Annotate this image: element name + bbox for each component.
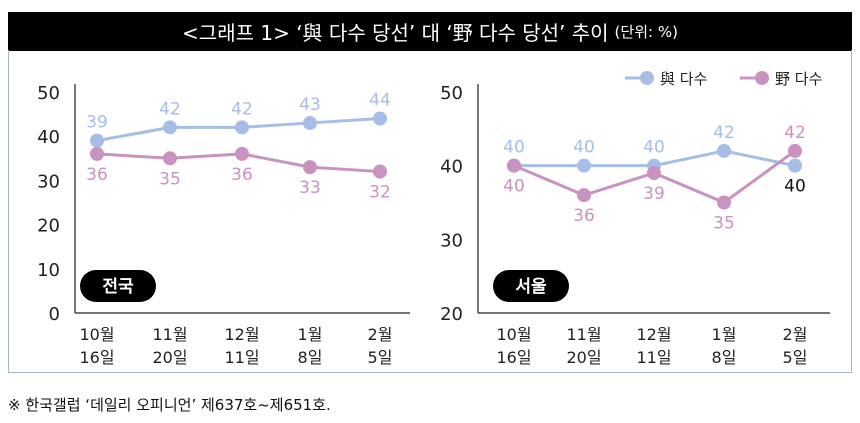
y-tick-label: 30: [440, 230, 463, 251]
data-label: 43: [299, 95, 321, 115]
data-point: [717, 143, 731, 158]
data-point: [303, 115, 317, 130]
data-point: [373, 111, 387, 126]
x-tick-label: 5일: [368, 348, 393, 367]
x-tick-label: 10월: [79, 325, 114, 344]
data-label: 40: [503, 138, 525, 158]
x-tick-label: 10월: [496, 325, 531, 344]
data-label: 36: [231, 165, 253, 185]
data-label: 42: [713, 123, 735, 143]
data-label: 36: [573, 206, 595, 226]
x-tick-label: 1월: [712, 325, 737, 344]
data-label: 40: [643, 138, 665, 158]
y-tick-label: 10: [37, 260, 60, 281]
data-point: [788, 143, 802, 158]
x-tick-label: 20일: [566, 348, 601, 367]
data-point: [788, 158, 802, 173]
data-label: 40: [784, 177, 806, 197]
x-tick-label: 11일: [636, 348, 671, 367]
data-point: [577, 188, 591, 203]
legend-marker: [640, 71, 654, 85]
x-tick-label: 8일: [712, 348, 737, 367]
x-tick-label: 8일: [298, 348, 323, 367]
x-tick-label: 20일: [152, 348, 187, 367]
region-badge-label: 전국: [102, 277, 134, 297]
title-unit: (단위: %): [614, 23, 678, 41]
data-point: [163, 151, 177, 166]
data-point: [577, 158, 591, 173]
data-point: [717, 195, 731, 210]
data-point: [303, 160, 317, 175]
y-tick-label: 20: [440, 304, 463, 325]
y-tick-label: 50: [37, 83, 60, 104]
data-label: 44: [369, 91, 391, 111]
x-tick-label: 11일: [224, 348, 259, 367]
data-label: 42: [159, 99, 181, 119]
chart-title: <그래프 1> ‘與 다수 당선’ 대 ‘野 다수 당선’ 추이 (단위: %): [8, 12, 852, 51]
data-label: 33: [299, 178, 321, 198]
x-tick-label: 2월: [783, 325, 808, 344]
data-point: [90, 146, 104, 161]
region-badge: [493, 270, 569, 302]
region-badge-label: 서울: [515, 277, 547, 297]
y-tick-label: 50: [440, 83, 463, 104]
y-tick-label: 30: [37, 171, 60, 192]
chart-panel: [8, 50, 852, 373]
y-tick-label: 20: [37, 216, 60, 237]
data-point: [90, 133, 104, 148]
x-tick-label: 1월: [298, 325, 323, 344]
title-main: <그래프 1> ‘與 다수 당선’ 대 ‘野 다수 당선’ 추이: [182, 21, 609, 45]
x-tick-label: 5일: [783, 348, 808, 367]
data-point: [507, 158, 521, 173]
data-label: 40: [503, 177, 525, 197]
x-tick-label: 11월: [566, 325, 601, 344]
y-tick-label: 0: [49, 304, 60, 325]
data-label: 42: [231, 99, 253, 119]
data-label: 39: [643, 184, 665, 204]
data-point: [235, 120, 249, 135]
x-tick-label: 2월: [368, 325, 393, 344]
data-label: 42: [784, 123, 806, 143]
data-point: [373, 164, 387, 179]
data-label: 40: [573, 138, 595, 158]
y-tick-label: 40: [440, 157, 463, 178]
data-point: [163, 120, 177, 135]
legend-label: 野 다수: [775, 70, 822, 88]
x-tick-label: 12월: [636, 325, 671, 344]
data-point: [647, 166, 661, 181]
x-tick-label: 12월: [224, 325, 259, 344]
data-label: 39: [86, 113, 108, 133]
footnote: ※ 한국갤럽 ‘데일리 오피니언’ 제637호~제651호.: [8, 396, 331, 414]
data-point: [235, 146, 249, 161]
region-badge: [80, 270, 156, 302]
y-tick-label: 40: [37, 127, 60, 148]
data-label: 32: [369, 183, 391, 203]
data-label: 35: [159, 169, 181, 189]
data-label: 36: [86, 165, 108, 185]
legend-marker: [755, 71, 769, 85]
data-label: 35: [713, 214, 735, 234]
x-tick-label: 11월: [152, 325, 187, 344]
x-tick-label: 16일: [496, 348, 531, 367]
x-tick-label: 16일: [79, 348, 114, 367]
legend-label: 與 다수: [660, 70, 707, 88]
